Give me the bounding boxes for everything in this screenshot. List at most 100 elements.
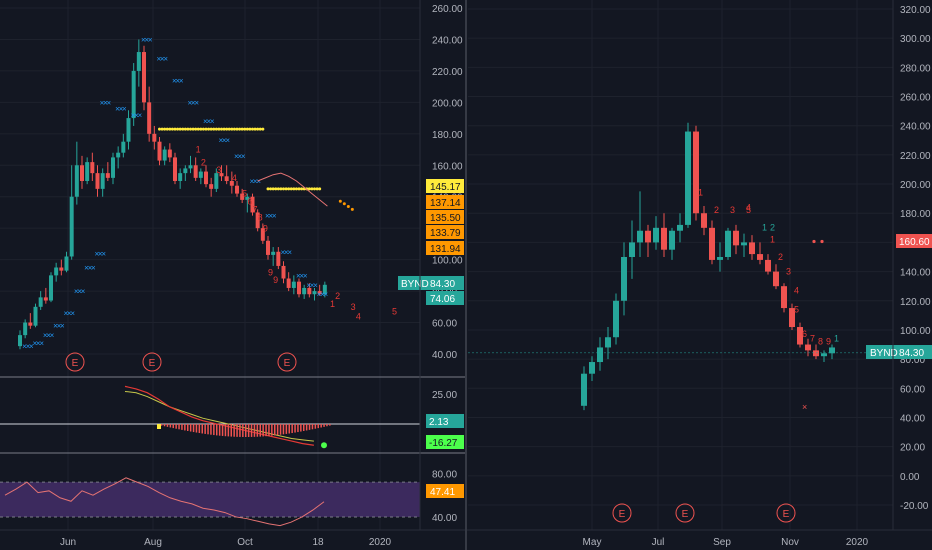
- candle-body[interactable]: [291, 281, 296, 288]
- candle-body[interactable]: [302, 287, 307, 295]
- earnings-marker[interactable]: [277, 352, 297, 372]
- candle-body[interactable]: [193, 165, 198, 178]
- candle-body[interactable]: [629, 242, 635, 257]
- candle-body[interactable]: [85, 162, 90, 181]
- candle-body[interactable]: [789, 308, 795, 328]
- candle-body[interactable]: [725, 230, 731, 257]
- candle-body[interactable]: [829, 347, 835, 354]
- candle-body[interactable]: [773, 271, 779, 287]
- candle-body[interactable]: [281, 265, 286, 279]
- candle-body[interactable]: [157, 141, 162, 161]
- candle-body[interactable]: [605, 337, 611, 348]
- candle-body[interactable]: [121, 141, 126, 153]
- candle-body[interactable]: [757, 254, 763, 260]
- candle-body[interactable]: [749, 242, 755, 255]
- candle-body[interactable]: [621, 257, 627, 301]
- candle-body[interactable]: [250, 196, 255, 213]
- candle-body[interactable]: [105, 173, 110, 178]
- candle-body[interactable]: [111, 157, 115, 178]
- candle-body[interactable]: [49, 275, 53, 301]
- candle-body[interactable]: [54, 267, 59, 276]
- candle-body[interactable]: [733, 230, 739, 246]
- candle-body[interactable]: [260, 228, 265, 241]
- candle-body[interactable]: [709, 227, 715, 260]
- candle-body[interactable]: [797, 327, 803, 345]
- left-price-pane[interactable]: ××××××××××××××××××××××××××××××××××××××××…: [0, 35, 466, 454]
- candle-body[interactable]: [64, 256, 69, 271]
- candle-body[interactable]: [581, 373, 587, 406]
- candle-body[interactable]: [317, 291, 322, 295]
- candle-body[interactable]: [255, 212, 260, 229]
- candle-body[interactable]: [224, 176, 229, 181]
- candle-body[interactable]: [59, 267, 64, 271]
- candle-body[interactable]: [307, 287, 312, 295]
- candle-body[interactable]: [80, 165, 84, 181]
- candle-body[interactable]: [188, 165, 193, 169]
- candle-body[interactable]: [741, 242, 747, 246]
- candle-body[interactable]: [162, 149, 167, 161]
- earnings-marker[interactable]: [142, 352, 162, 372]
- candle-body[interactable]: [701, 213, 707, 228]
- candle-body[interactable]: [297, 281, 301, 295]
- candle-body[interactable]: [653, 227, 659, 243]
- candle-body[interactable]: [245, 196, 250, 200]
- earnings-marker[interactable]: [776, 503, 796, 523]
- candle-body[interactable]: [813, 350, 819, 357]
- candle-body[interactable]: [821, 353, 827, 357]
- candle-body[interactable]: [152, 133, 157, 142]
- candle-body[interactable]: [685, 131, 691, 225]
- candle-body[interactable]: [100, 173, 105, 189]
- candle-body[interactable]: [613, 300, 619, 338]
- candle-body[interactable]: [28, 322, 33, 326]
- candle-body[interactable]: [266, 240, 270, 255]
- candle-body[interactable]: [198, 171, 203, 178]
- candle-body[interactable]: [142, 52, 146, 103]
- candle-body[interactable]: [669, 230, 675, 250]
- candle-body[interactable]: [240, 193, 245, 200]
- candle-body[interactable]: [286, 278, 291, 288]
- candle-body[interactable]: [677, 224, 683, 231]
- candle-body[interactable]: [183, 168, 188, 174]
- candle-body[interactable]: [126, 118, 131, 142]
- candle-body[interactable]: [95, 173, 100, 189]
- candle-body[interactable]: [131, 70, 136, 119]
- candle-body[interactable]: [209, 184, 214, 189]
- candle-body[interactable]: [219, 173, 224, 177]
- candle-body[interactable]: [178, 173, 183, 181]
- candle-body[interactable]: [147, 102, 152, 134]
- candle-body[interactable]: [229, 181, 234, 186]
- candle-body[interactable]: [276, 251, 281, 266]
- candle-body[interactable]: [173, 157, 177, 181]
- candle-body[interactable]: [235, 185, 239, 194]
- candle-body[interactable]: [43, 297, 48, 301]
- candle-body[interactable]: [589, 362, 595, 374]
- candle-body[interactable]: [781, 286, 787, 309]
- candle-body[interactable]: [90, 162, 95, 174]
- earnings-marker[interactable]: [65, 352, 85, 372]
- left-macd-pane[interactable]: [124, 385, 331, 449]
- candle-body[interactable]: [204, 171, 208, 185]
- candle-body[interactable]: [597, 347, 603, 363]
- candle-body[interactable]: [312, 291, 317, 295]
- earnings-marker[interactable]: [612, 503, 632, 523]
- candle-body[interactable]: [69, 196, 74, 257]
- candle-body[interactable]: [116, 152, 121, 158]
- candle-body[interactable]: [136, 52, 141, 71]
- candle-body[interactable]: [38, 297, 43, 307]
- candle-body[interactable]: [322, 284, 327, 295]
- earnings-marker[interactable]: [675, 503, 695, 523]
- candle-body[interactable]: [805, 344, 811, 351]
- candle-body[interactable]: [167, 149, 172, 158]
- left-rsi-pane[interactable]: [0, 477, 420, 527]
- candle-body[interactable]: [717, 257, 723, 260]
- candle-body[interactable]: [33, 306, 38, 326]
- candle-body[interactable]: [645, 230, 651, 243]
- candle-body[interactable]: [214, 173, 219, 189]
- candle-body[interactable]: [74, 165, 79, 197]
- candle-body[interactable]: [693, 131, 699, 214]
- candle-body[interactable]: [23, 322, 28, 336]
- candle-body[interactable]: [271, 251, 276, 255]
- candle-body[interactable]: [661, 227, 667, 250]
- candle-body[interactable]: [637, 230, 643, 243]
